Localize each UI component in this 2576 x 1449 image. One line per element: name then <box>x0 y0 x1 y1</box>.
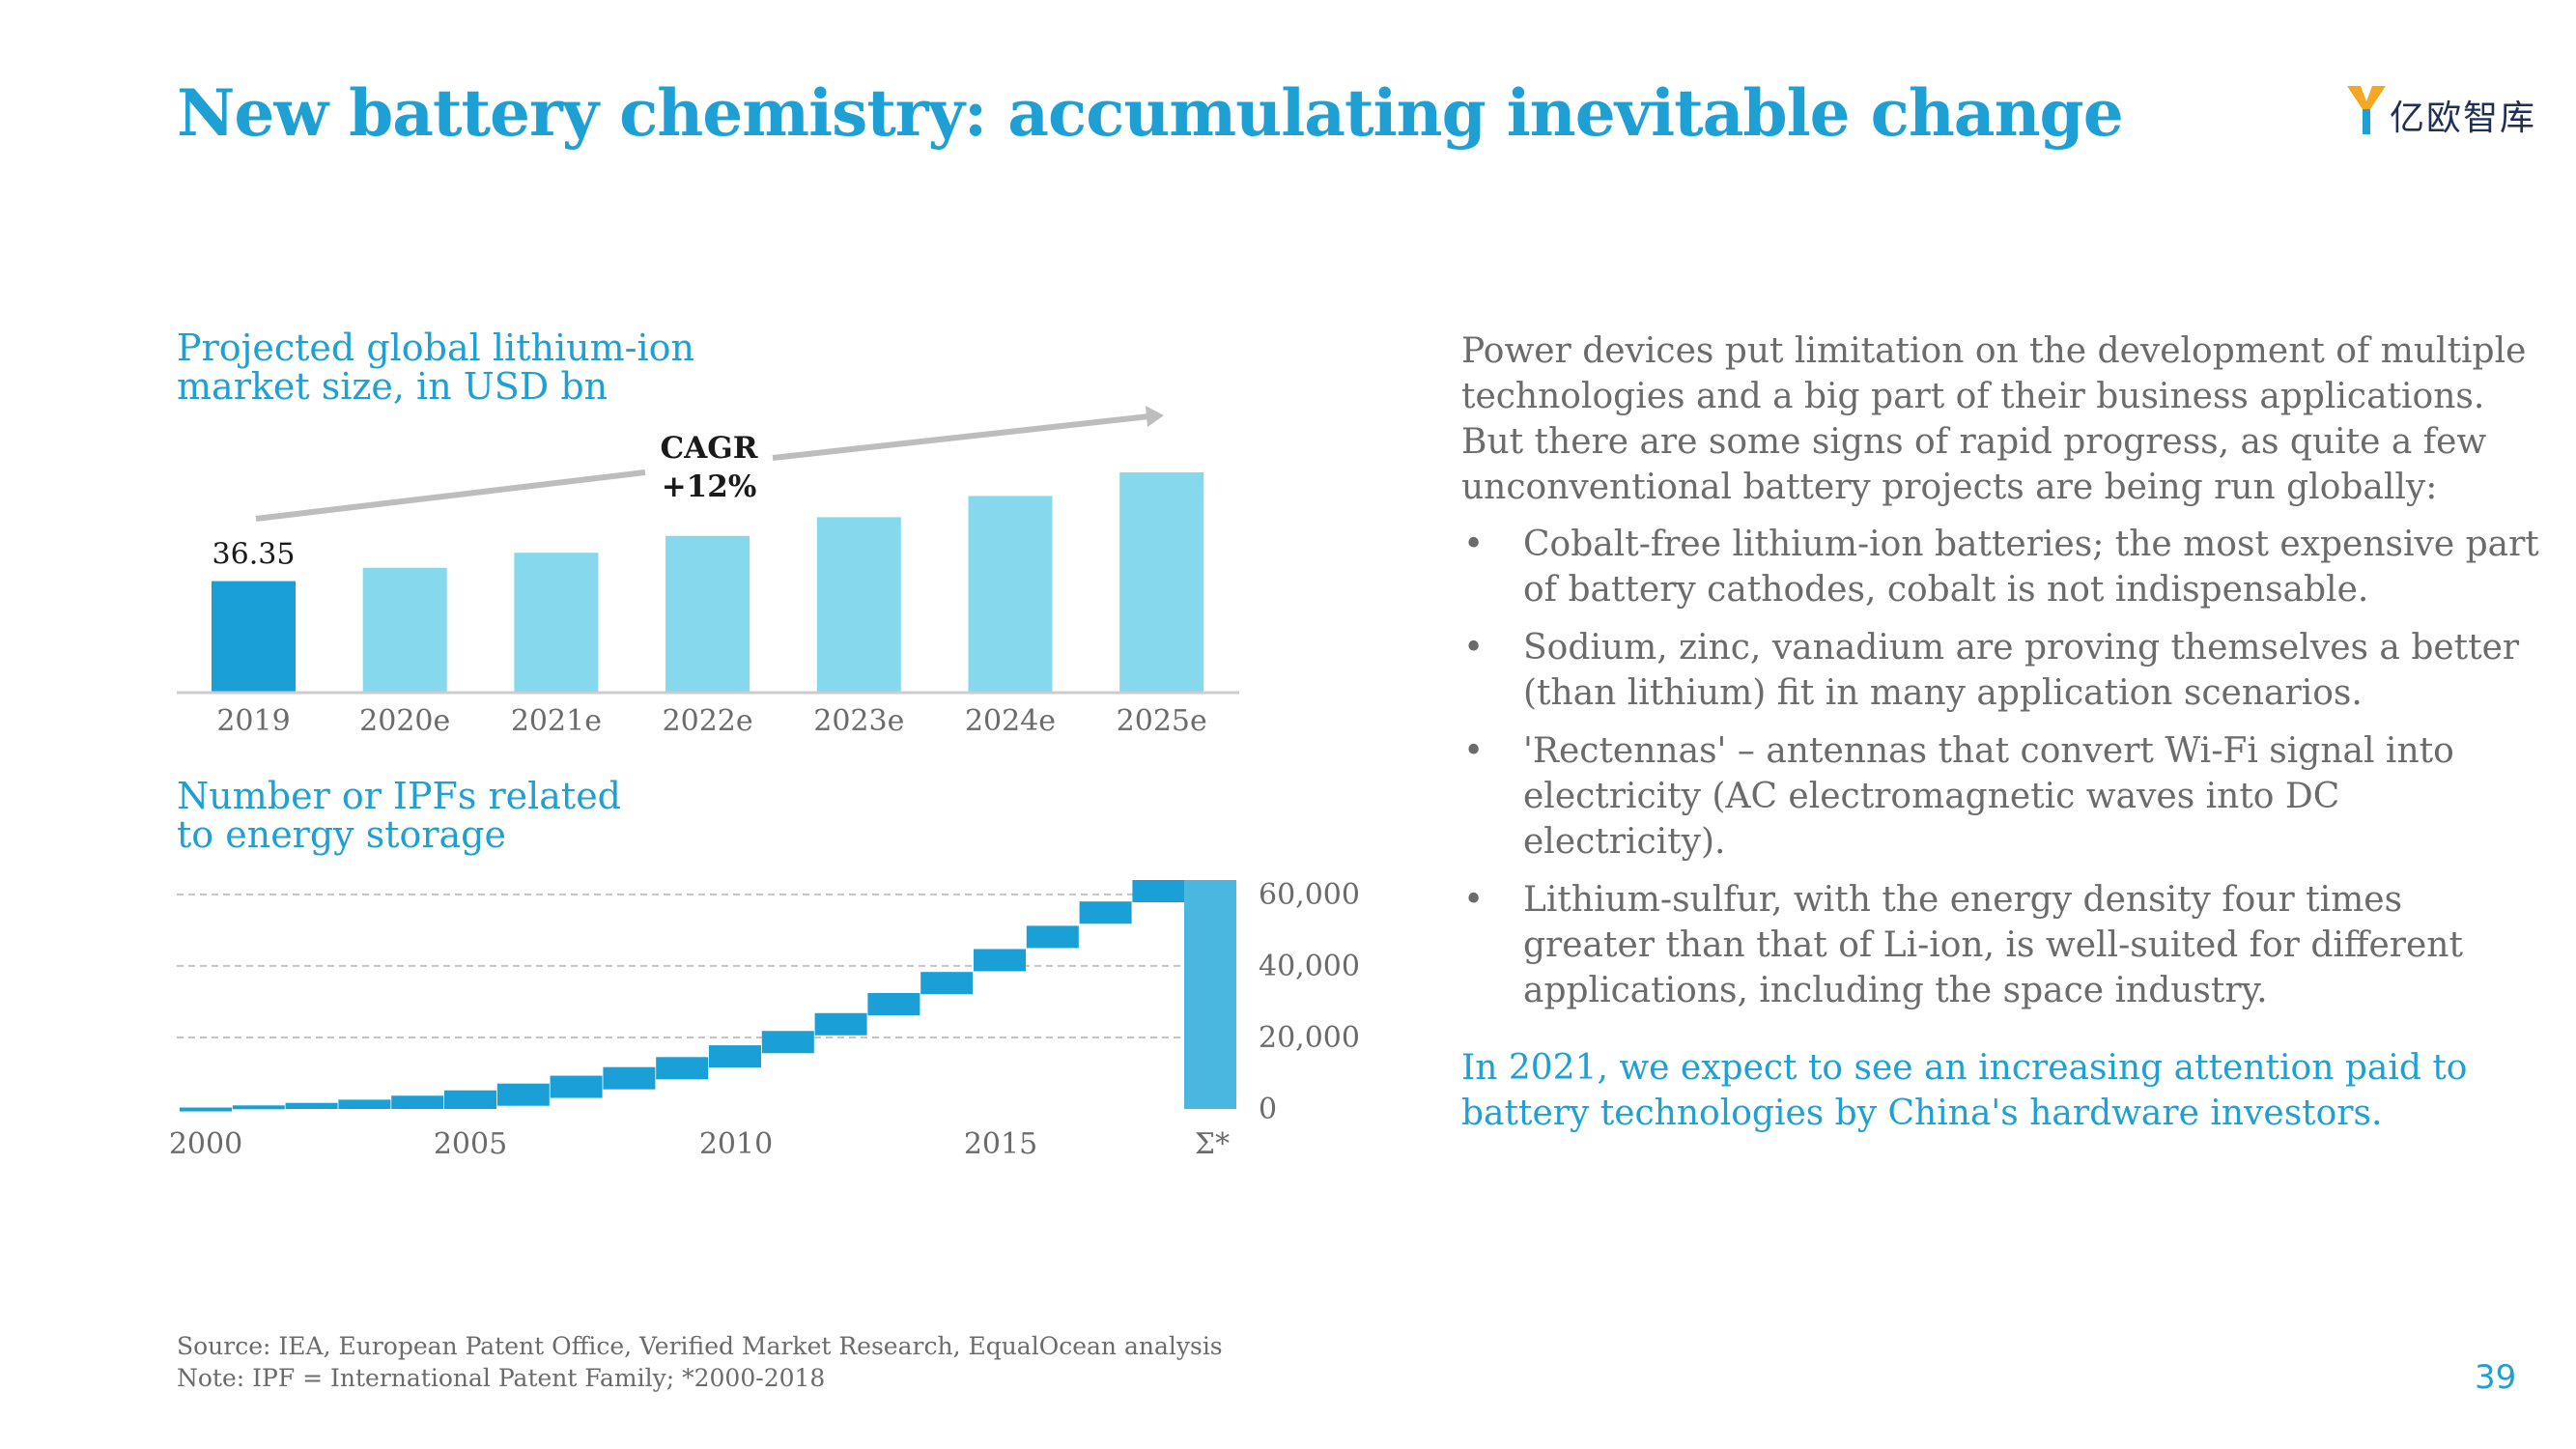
market-size-x-tick-label: 2023e <box>813 704 904 738</box>
cagr-label-line-2: +12% <box>662 469 757 504</box>
ipf-x-tick-label: 2005 <box>434 1127 507 1161</box>
company-logo: 亿欧智库 <box>2345 82 2553 140</box>
slide-title: New battery chemistry: accumulating inev… <box>177 75 2124 151</box>
market-size-chart-title: Projected global lithium-ion market size… <box>177 328 694 406</box>
ipf-step-bar <box>814 1012 867 1036</box>
ipf-step-bar <box>656 1057 709 1080</box>
market-size-x-tick-label: 2021e <box>511 704 602 738</box>
ipf-total-bar <box>1184 880 1236 1109</box>
bullet-list: • Cobalt-free lithium-ion batteries; the … <box>1461 522 2543 1013</box>
logo-mark-icon <box>2347 86 2386 134</box>
ipf-step-bar <box>285 1102 338 1109</box>
ipf-step-bar <box>761 1031 814 1054</box>
footer: Source: IEA, European Patent Office, Ver… <box>177 1330 1223 1394</box>
market-size-title-line-2: market size, in USD bn <box>177 365 609 408</box>
market-size-bar <box>968 496 1053 693</box>
cagr-arrowhead <box>1146 406 1164 427</box>
ipf-title-line-1: Number or IPFs related <box>177 775 622 817</box>
conclusion-text: In 2021, we expect to see an increasing … <box>1461 1048 2468 1133</box>
cagr-arrow <box>255 406 1164 522</box>
definition-note: Note: IPF = International Patent Family;… <box>177 1364 826 1392</box>
source-note: Source: IEA, European Patent Office, Ver… <box>177 1332 1223 1360</box>
page-number: 39 <box>2475 1358 2517 1397</box>
ipf-step-bar <box>974 949 1026 972</box>
ipf-step-bar <box>709 1045 761 1068</box>
ipf-step-bar <box>232 1105 285 1110</box>
cagr-arrow-line-right <box>772 413 1150 461</box>
market-size-bar <box>816 517 901 693</box>
bullet-text: Lithium-sulfur, with the energy density … <box>1523 880 2463 1010</box>
market-size-bar-chart: CAGR +12% 2019 36.35 2020e 2021e 2022e 2023e 2… <box>177 406 1239 738</box>
market-size-x-tick-label: 2024e <box>965 704 1056 738</box>
ipf-step-bar <box>496 1083 550 1106</box>
market-size-x-tick-label: 2020e <box>359 704 450 738</box>
market-size-bar <box>665 535 750 693</box>
bullet-item: • Sodium, zinc, vanadium are proving them… <box>1461 625 2543 716</box>
ipf-step-bar <box>444 1090 496 1109</box>
bullet-dot-icon: • <box>1463 731 1485 771</box>
ipf-step-bar <box>1079 901 1132 924</box>
ipf-step-bar <box>1026 925 1079 949</box>
ipf-y-tick-label: 0 <box>1259 1093 1277 1126</box>
bullet-dot-icon: • <box>1463 525 1485 564</box>
market-size-x-tick-label: 2022e <box>663 704 753 738</box>
ipf-x-tick-label: 2000 <box>169 1127 242 1161</box>
market-size-title-line-1: Projected global lithium-ion <box>177 327 694 369</box>
bullet-dot-icon: • <box>1463 628 1485 668</box>
ipf-x-tick-label: 2015 <box>964 1127 1037 1161</box>
ipf-x-tick-label: 2010 <box>699 1127 773 1161</box>
market-size-x-tick-label: 2019 <box>216 704 290 738</box>
cagr-arrow-line-left <box>255 469 646 522</box>
ipf-y-tick-label: 40,000 <box>1259 950 1360 983</box>
cagr-label-line-1: CAGR <box>661 431 758 466</box>
ipf-y-tick-label: 60,000 <box>1259 878 1360 912</box>
ipf-waterfall-chart: 0 20,000 40,000 60,000 2000 2005 2010 2015 Σ* <box>169 878 1360 1161</box>
bullet-item: • Cobalt-free lithium-ion batteries; the … <box>1461 522 2543 612</box>
market-size-bar <box>514 553 599 693</box>
market-size-data-label: 36.35 <box>212 538 296 572</box>
bullet-text: 'Rectennas' – antennas that convert Wi-F… <box>1523 731 2454 862</box>
ipf-step-bar <box>391 1095 444 1109</box>
ipf-step-bar <box>603 1066 656 1090</box>
ipf-step-bar <box>338 1099 391 1109</box>
market-size-bar <box>212 581 296 693</box>
market-size-x-tick-label: 2025e <box>1117 704 1207 738</box>
intro-paragraph: Power devices put limitation on the deve… <box>1461 331 2527 507</box>
bullet-dot-icon: • <box>1463 880 1485 920</box>
ipf-title-line-2: to energy storage <box>177 813 506 856</box>
ipf-step-bar <box>867 993 920 1016</box>
bullet-text: Cobalt-free lithium-ion batteries; the m… <box>1523 525 2539 610</box>
ipf-x-tick-label: Σ* <box>1195 1127 1230 1161</box>
ipf-y-tick-label: 20,000 <box>1259 1021 1360 1055</box>
market-size-bar <box>362 567 447 693</box>
logo-text: 亿欧智库 <box>2390 99 2537 138</box>
bullet-item: • 'Rectennas' – antennas that convert Wi-… <box>1461 728 2543 865</box>
body-text: Power devices put limitation on the deve… <box>1461 328 2543 1026</box>
market-size-bar <box>1119 472 1204 693</box>
ipf-chart-title: Number or IPFs related to energy storage <box>177 777 621 854</box>
ipf-step-bar <box>550 1075 603 1098</box>
ipf-step-bar <box>920 972 974 995</box>
bullet-text: Sodium, zinc, vanadium are proving thems… <box>1523 628 2520 713</box>
ipf-step-bar <box>1132 880 1185 902</box>
bullet-item: • Lithium-sulfur, with the energy density… <box>1461 877 2543 1013</box>
ipf-step-bar <box>180 1107 232 1112</box>
